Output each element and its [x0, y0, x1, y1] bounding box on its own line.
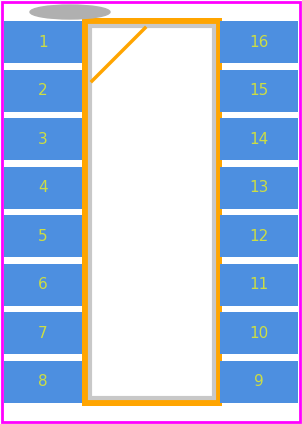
Text: 10: 10 [249, 326, 268, 341]
Text: 6: 6 [38, 277, 48, 292]
Text: 15: 15 [249, 83, 268, 98]
Bar [220, 70, 298, 112]
Text: 1: 1 [38, 35, 48, 50]
Bar [82, 18, 222, 406]
Text: 14: 14 [249, 132, 268, 147]
Bar [220, 167, 298, 209]
Text: 5: 5 [38, 229, 48, 244]
Bar [4, 167, 82, 209]
Bar [220, 361, 298, 403]
Bar [4, 70, 82, 112]
Bar [220, 21, 298, 63]
Bar [90, 26, 214, 398]
Text: 11: 11 [249, 277, 268, 292]
Text: 4: 4 [38, 180, 48, 195]
Text: 2: 2 [38, 83, 48, 98]
Text: 7: 7 [38, 326, 48, 341]
Bar [220, 215, 298, 257]
Bar [4, 312, 82, 354]
Bar [220, 118, 298, 160]
Text: 3: 3 [38, 132, 48, 147]
Text: 13: 13 [249, 180, 269, 195]
Ellipse shape [30, 5, 110, 19]
Bar [220, 264, 298, 306]
Text: 16: 16 [249, 35, 269, 50]
Bar [220, 312, 298, 354]
Text: 8: 8 [38, 374, 48, 389]
Bar [4, 361, 82, 403]
Bar [4, 215, 82, 257]
Text: 9: 9 [254, 374, 264, 389]
Bar [4, 264, 82, 306]
Text: 12: 12 [249, 229, 268, 244]
Bar [4, 21, 82, 63]
Bar [4, 118, 82, 160]
